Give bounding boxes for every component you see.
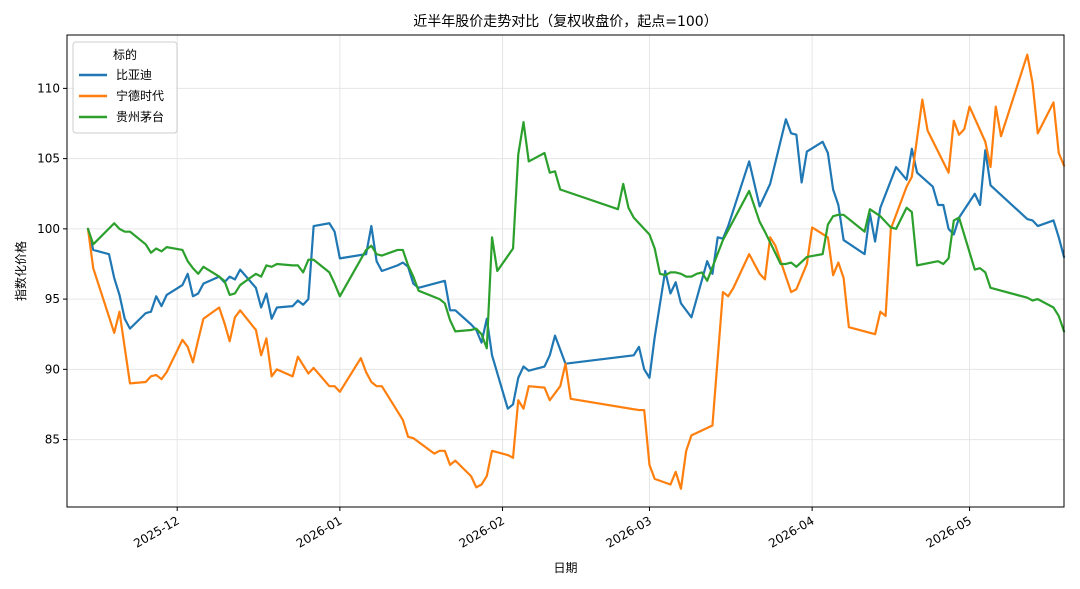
- legend-box: [72, 41, 178, 134]
- series-layer: [86, 53, 1066, 490]
- y-tick-label: 90: [45, 362, 60, 376]
- y-tick-label: 110: [37, 81, 60, 95]
- x-axis-label: 日期: [553, 561, 577, 575]
- y-axis: 85 90 95 100 105 110: [37, 81, 67, 447]
- x-tick-label: 2026-02: [457, 513, 507, 550]
- legend-entry: 贵州茅台: [116, 109, 164, 124]
- x-tick-label: 2025-12: [131, 513, 181, 550]
- legend-title: 标的: [113, 47, 137, 62]
- legend-entry: 比亚迪: [116, 68, 152, 82]
- y-axis-label: 指数化价格: [13, 241, 28, 301]
- x-tick-label: 2026-04: [766, 513, 816, 550]
- chart-title: 近半年股价走势对比（复权收盘价，起点=100）: [413, 13, 717, 30]
- x-axis: 2025-12 2026-01 2026-02 2026-03 2026-04 2026-…: [131, 507, 974, 551]
- series-line-3: [86, 121, 1066, 350]
- y-tick-label: 105: [37, 152, 60, 166]
- y-tick-label: 85: [45, 433, 60, 447]
- y-tick-label: 95: [45, 292, 60, 306]
- grid: [67, 35, 1064, 507]
- plot-frame: [66, 34, 1065, 508]
- x-tick-label: 2026-05: [924, 513, 974, 550]
- legend-entry: 宁德时代: [116, 88, 164, 103]
- series-line-1: [86, 118, 1066, 410]
- x-tick-label: 2026-03: [604, 513, 654, 550]
- x-tick-label: 2026-01: [294, 513, 344, 550]
- series-line-2: [86, 53, 1066, 490]
- y-tick-label: 100: [37, 222, 60, 236]
